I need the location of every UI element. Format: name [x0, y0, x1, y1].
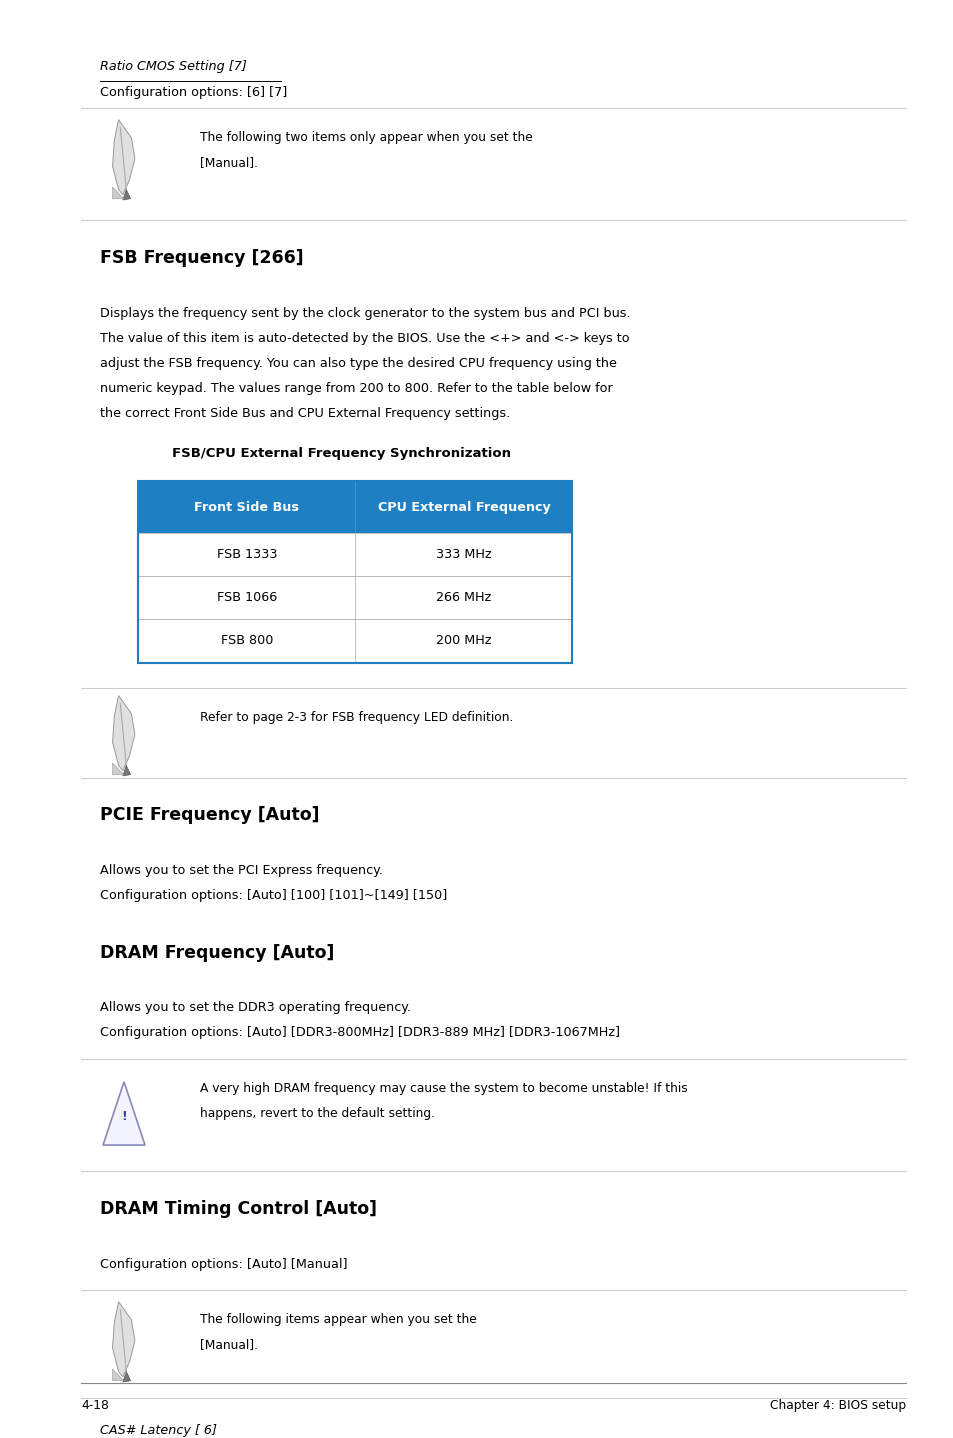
Polygon shape — [123, 1372, 131, 1382]
Polygon shape — [123, 765, 131, 777]
Text: Allows you to set the DDR3 operating frequency.: Allows you to set the DDR3 operating fre… — [100, 1001, 411, 1014]
Text: FSB/CPU External Frequency Synchronization: FSB/CPU External Frequency Synchronizati… — [172, 447, 510, 460]
Text: adjust the FSB frequency. You can also type the desired CPU frequency using the: adjust the FSB frequency. You can also t… — [100, 357, 617, 370]
Text: 266 MHz: 266 MHz — [436, 591, 491, 604]
Text: numeric keypad. The values range from 200 to 800. Refer to the table below for: numeric keypad. The values range from 20… — [100, 383, 612, 395]
Text: The value of this item is auto-detected by the BIOS. Use the <+> and <-> keys to: The value of this item is auto-detected … — [100, 332, 629, 345]
FancyBboxPatch shape — [138, 577, 572, 620]
Text: Front Side Bus: Front Side Bus — [194, 500, 299, 513]
Text: Refer to page 2-3 for FSB frequency LED definition.: Refer to page 2-3 for FSB frequency LED … — [200, 712, 513, 725]
Text: Configuration options: [6] [7]: Configuration options: [6] [7] — [100, 86, 287, 99]
Text: Allows you to set the PCI Express frequency.: Allows you to set the PCI Express freque… — [100, 864, 383, 877]
Text: !: ! — [121, 1110, 127, 1123]
Text: FSB 1333: FSB 1333 — [216, 548, 276, 561]
Text: Chapter 4: BIOS setup: Chapter 4: BIOS setup — [769, 1399, 905, 1412]
FancyBboxPatch shape — [138, 533, 572, 577]
Text: 4-18: 4-18 — [81, 1399, 109, 1412]
Text: Ratio CMOS Setting [7]: Ratio CMOS Setting [7] — [100, 60, 247, 73]
Text: The following two items only appear when you set the: The following two items only appear when… — [200, 131, 537, 144]
Text: A very high DRAM frequency may cause the system to become unstable! If this: A very high DRAM frequency may cause the… — [200, 1083, 687, 1096]
Polygon shape — [112, 119, 134, 194]
FancyBboxPatch shape — [138, 620, 572, 663]
Text: 200 MHz: 200 MHz — [436, 634, 491, 647]
Polygon shape — [112, 187, 124, 198]
Text: Configuration options: [Auto] [Manual]: Configuration options: [Auto] [Manual] — [100, 1258, 347, 1271]
Polygon shape — [123, 190, 131, 200]
Text: the correct Front Side Bus and CPU External Frequency settings.: the correct Front Side Bus and CPU Exter… — [100, 407, 510, 420]
Text: Configuration options: [Auto] [100] [101]~[149] [150]: Configuration options: [Auto] [100] [101… — [100, 889, 447, 902]
Polygon shape — [112, 764, 124, 775]
Text: Displays the frequency sent by the clock generator to the system bus and PCI bus: Displays the frequency sent by the clock… — [100, 306, 630, 319]
Text: DRAM Frequency [Auto]: DRAM Frequency [Auto] — [100, 943, 335, 962]
Text: 333 MHz: 333 MHz — [436, 548, 491, 561]
Text: [Manual].: [Manual]. — [200, 157, 258, 170]
Text: CAS# Latency [ 6]: CAS# Latency [ 6] — [100, 1424, 217, 1437]
Text: CPU External Frequency: CPU External Frequency — [377, 500, 550, 513]
Text: FSB Frequency [266]: FSB Frequency [266] — [100, 249, 303, 267]
Text: happens, revert to the default setting.: happens, revert to the default setting. — [200, 1107, 435, 1120]
Text: The following items appear when you set the: The following items appear when you set … — [200, 1313, 480, 1326]
Text: [Manual].: [Manual]. — [200, 1339, 258, 1352]
FancyBboxPatch shape — [138, 482, 572, 533]
Text: DRAM Timing Control [Auto]: DRAM Timing Control [Auto] — [100, 1201, 376, 1218]
Text: PCIE Frequency [Auto]: PCIE Frequency [Auto] — [100, 807, 319, 824]
Polygon shape — [112, 696, 134, 771]
Text: FSB 1066: FSB 1066 — [216, 591, 276, 604]
Text: Configuration options: [Auto] [DDR3-800MHz] [DDR3-889 MHz] [DDR3-1067MHz]: Configuration options: [Auto] [DDR3-800M… — [100, 1027, 619, 1040]
Polygon shape — [112, 1369, 124, 1380]
Polygon shape — [103, 1081, 145, 1145]
Polygon shape — [112, 1301, 134, 1376]
Text: FSB 800: FSB 800 — [220, 634, 273, 647]
